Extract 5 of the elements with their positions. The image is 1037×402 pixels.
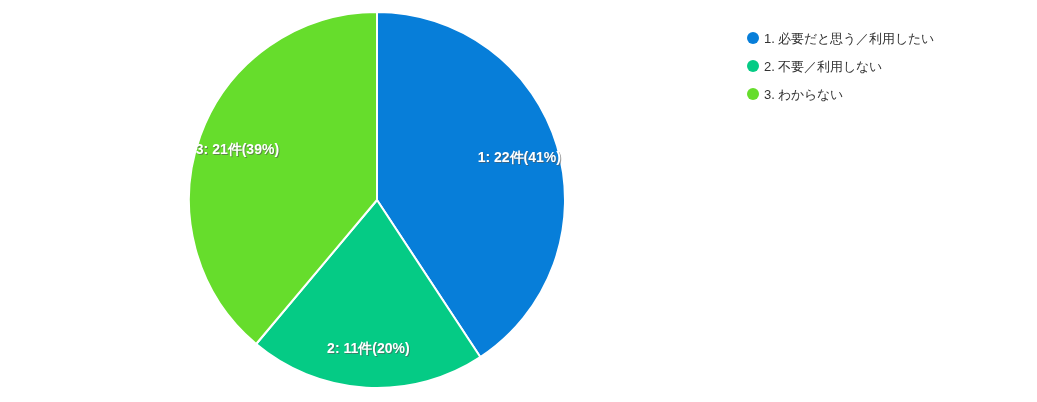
legend-label: 2. 不要／利用しない: [764, 59, 883, 74]
data-label: 2: 11件(20%): [328, 341, 411, 358]
data-label: 3: 21件(39%): [195, 141, 280, 158]
legend-label: 1. 必要だと思う／利用したい: [764, 31, 935, 46]
legend-label: 3. わからない: [764, 87, 844, 102]
